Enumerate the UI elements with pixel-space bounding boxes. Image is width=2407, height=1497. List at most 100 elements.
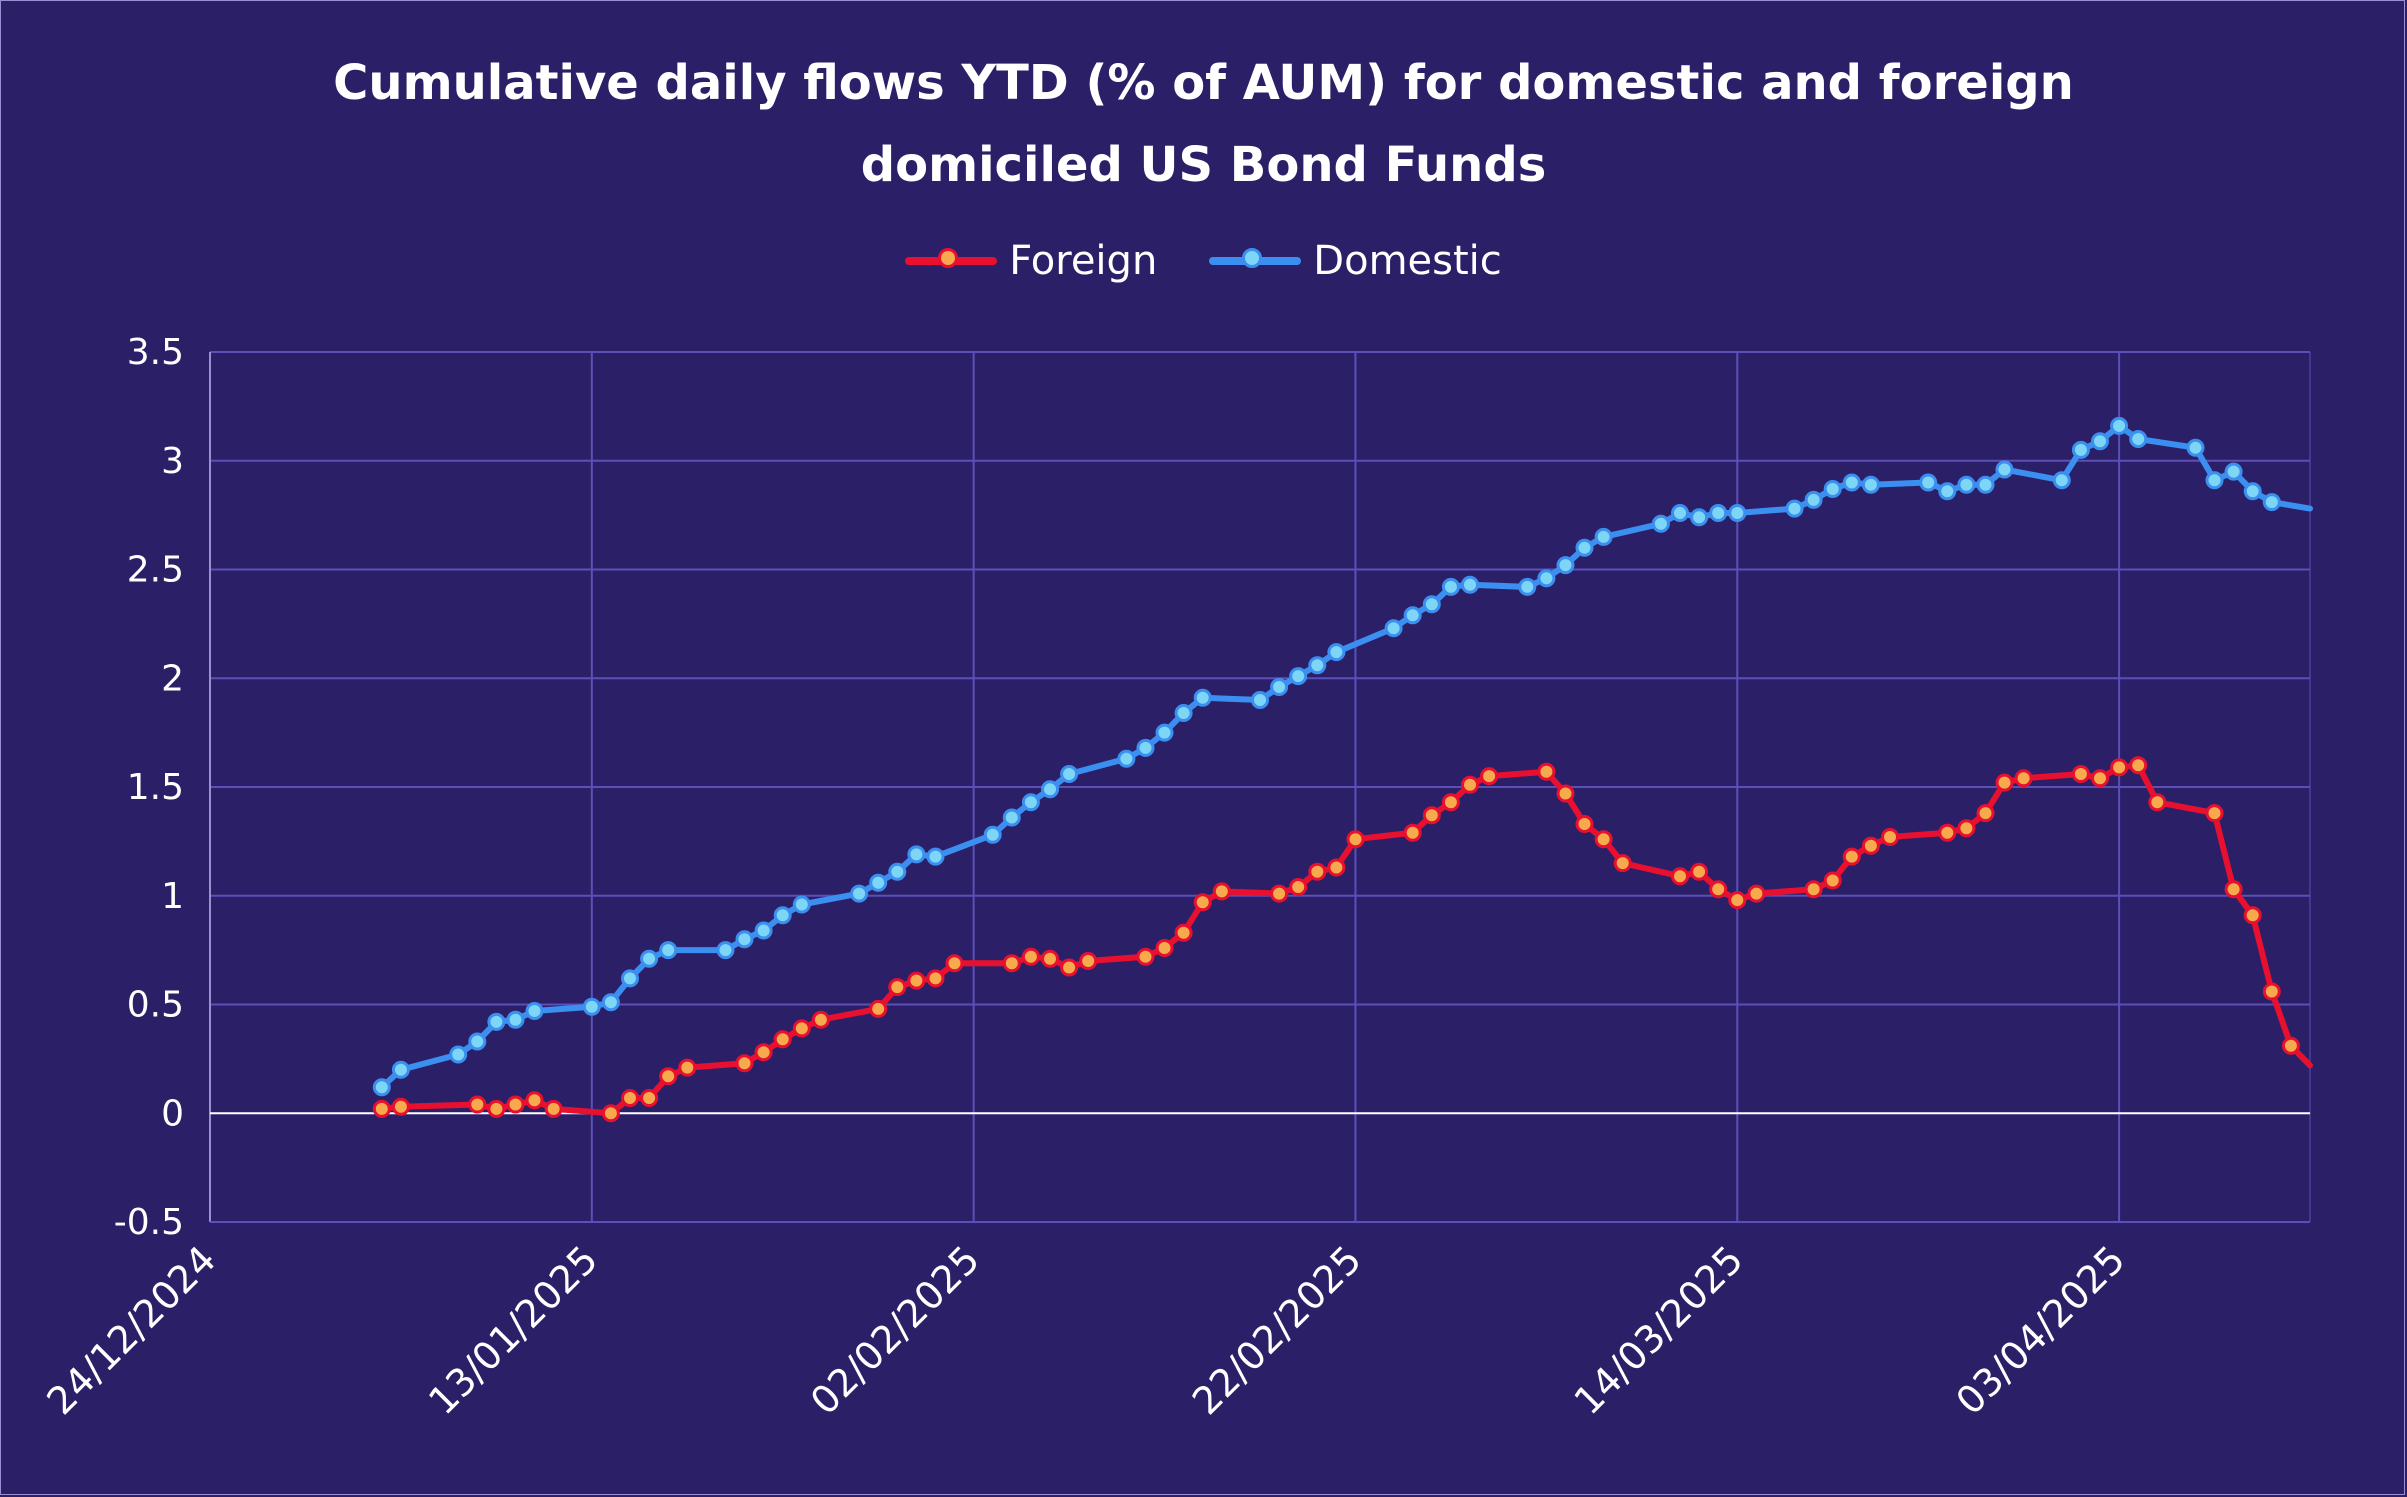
data-point-domestic[interactable] [1594, 527, 1613, 546]
data-point-domestic[interactable] [1690, 508, 1709, 527]
data-point-domestic[interactable] [1461, 575, 1479, 594]
data-point-foreign[interactable] [1480, 767, 1499, 786]
data-point-foreign[interactable] [640, 1089, 659, 1107]
data-point-domestic[interactable] [582, 997, 601, 1016]
data-point-foreign[interactable] [1709, 880, 1728, 899]
data-point-foreign[interactable] [2148, 793, 2167, 812]
data-point-domestic[interactable] [1518, 577, 1537, 596]
data-point-foreign[interactable] [372, 1099, 391, 1118]
data-point-foreign[interactable] [2129, 756, 2148, 775]
data-point-domestic[interactable] [1308, 656, 1327, 675]
data-point-foreign[interactable] [1823, 871, 1842, 890]
data-point-foreign[interactable] [2224, 880, 2243, 899]
data-point-domestic[interactable] [1861, 475, 1880, 494]
data-point-domestic[interactable] [487, 1012, 506, 1031]
data-point-foreign[interactable] [1575, 815, 1594, 833]
data-point-foreign[interactable] [1957, 819, 1976, 838]
data-point-domestic[interactable] [926, 847, 945, 866]
data-point-foreign[interactable] [1461, 775, 1479, 794]
data-point-domestic[interactable] [659, 941, 678, 960]
data-point-domestic[interactable] [2224, 462, 2243, 481]
data-point-domestic[interactable] [1002, 808, 1021, 827]
data-point-foreign[interactable] [487, 1099, 506, 1118]
data-point-domestic[interactable] [792, 895, 811, 914]
data-point-domestic[interactable] [2091, 432, 2109, 451]
data-point-domestic[interactable] [640, 949, 659, 968]
data-point-domestic[interactable] [601, 993, 620, 1012]
data-point-domestic[interactable] [1174, 704, 1193, 722]
data-point-foreign[interactable] [1289, 878, 1308, 896]
data-point-foreign[interactable] [907, 971, 926, 990]
data-point-foreign[interactable] [1212, 882, 1231, 901]
data-point-foreign[interactable] [1881, 828, 1899, 846]
data-point-foreign[interactable] [1938, 823, 1957, 842]
data-point-foreign[interactable] [1060, 958, 1079, 977]
data-point-domestic[interactable] [1995, 460, 2014, 479]
data-point-foreign[interactable] [1804, 880, 1823, 899]
data-point-foreign[interactable] [2205, 804, 2224, 823]
data-point-foreign[interactable] [1842, 847, 1861, 866]
data-point-foreign[interactable] [2281, 1036, 2300, 1055]
data-point-domestic[interactable] [621, 969, 639, 988]
data-point-foreign[interactable] [1728, 891, 1747, 910]
data-point-foreign[interactable] [945, 954, 964, 973]
data-point-foreign[interactable] [1346, 830, 1365, 849]
data-point-foreign[interactable] [659, 1067, 678, 1086]
data-point-foreign[interactable] [1556, 784, 1575, 803]
data-point-domestic[interactable] [1842, 473, 1861, 492]
data-point-domestic[interactable] [1804, 490, 1823, 509]
data-point-domestic[interactable] [468, 1032, 487, 1051]
data-point-foreign[interactable] [1002, 954, 1021, 973]
data-point-domestic[interactable] [1422, 595, 1441, 614]
data-point-domestic[interactable] [1537, 569, 1556, 588]
data-point-domestic[interactable] [1041, 780, 1059, 799]
data-point-foreign[interactable] [1537, 762, 1556, 781]
data-point-domestic[interactable] [506, 1010, 525, 1029]
data-point-domestic[interactable] [1403, 606, 1422, 625]
data-point-domestic[interactable] [2071, 440, 2090, 459]
data-point-foreign[interactable] [601, 1104, 620, 1123]
data-point-foreign[interactable] [773, 1030, 792, 1049]
data-point-foreign[interactable] [1155, 939, 1174, 957]
data-point-foreign[interactable] [1021, 947, 1040, 966]
data-point-foreign[interactable] [468, 1095, 487, 1114]
data-point-domestic[interactable] [525, 1002, 544, 1020]
data-point-foreign[interactable] [506, 1095, 525, 1114]
data-point-domestic[interactable] [1728, 504, 1747, 522]
data-point-domestic[interactable] [1709, 504, 1728, 522]
data-point-foreign[interactable] [1136, 947, 1155, 966]
data-point-domestic[interactable] [1575, 538, 1594, 557]
data-point-foreign[interactable] [2071, 765, 2090, 783]
data-point-foreign[interactable] [678, 1058, 697, 1077]
data-point-domestic[interactable] [1289, 667, 1308, 686]
data-point-foreign[interactable] [888, 978, 907, 997]
data-point-domestic[interactable] [1327, 643, 1346, 662]
data-point-domestic[interactable] [1060, 765, 1079, 783]
data-point-foreign[interactable] [1594, 830, 1613, 849]
data-point-foreign[interactable] [1308, 862, 1327, 881]
data-point-foreign[interactable] [754, 1043, 773, 1062]
data-point-foreign[interactable] [1270, 884, 1289, 903]
data-point-domestic[interactable] [983, 825, 1002, 844]
data-point-foreign[interactable] [869, 999, 888, 1018]
data-point-domestic[interactable] [1938, 482, 1957, 501]
data-point-domestic[interactable] [1441, 577, 1460, 596]
data-point-domestic[interactable] [1136, 738, 1155, 757]
data-point-domestic[interactable] [2052, 471, 2071, 490]
data-point-foreign[interactable] [926, 969, 945, 988]
data-point-domestic[interactable] [1785, 499, 1804, 518]
data-point-foreign[interactable] [1861, 836, 1880, 855]
data-point-domestic[interactable] [1193, 688, 1212, 707]
data-point-domestic[interactable] [1021, 793, 1040, 812]
data-point-foreign[interactable] [735, 1054, 754, 1073]
data-point-domestic[interactable] [1651, 514, 1670, 533]
data-point-domestic[interactable] [2129, 430, 2148, 448]
data-point-domestic[interactable] [850, 884, 869, 903]
data-point-domestic[interactable] [1957, 475, 1976, 494]
data-point-foreign[interactable] [1441, 793, 1460, 812]
data-point-foreign[interactable] [1690, 862, 1709, 881]
data-point-foreign[interactable] [1995, 773, 2014, 792]
data-point-domestic[interactable] [716, 941, 735, 960]
data-point-foreign[interactable] [2014, 769, 2033, 788]
data-point-foreign[interactable] [811, 1010, 830, 1029]
